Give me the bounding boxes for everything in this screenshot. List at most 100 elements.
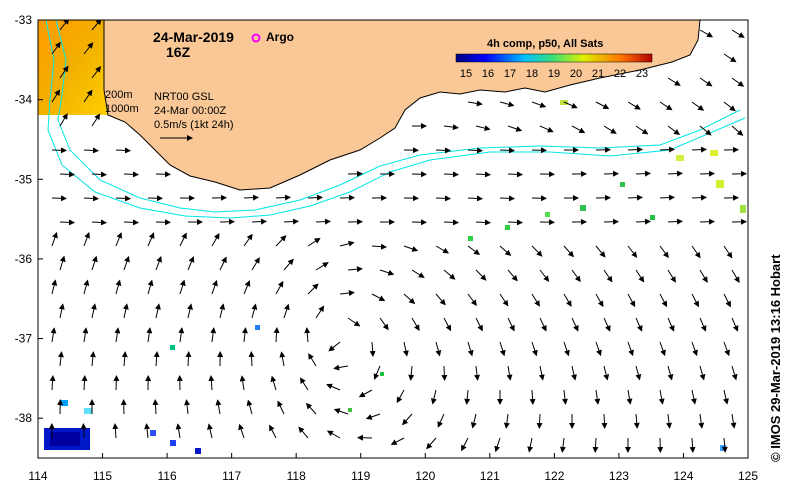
current-vector [179,232,187,247]
current-vector [571,125,586,134]
current-vector [273,327,280,343]
colorbar [455,53,653,63]
current-vector [59,20,70,31]
current-vector [603,317,611,332]
current-vector [402,413,413,426]
current-vector [691,194,707,201]
current-vector [699,77,713,87]
current-vector [723,341,730,357]
current-vector [538,365,545,381]
x-tick-label: 121 [480,469,500,483]
current-vector [635,365,642,381]
current-vector [723,245,733,259]
current-vector [59,171,75,178]
current-vector [595,101,610,109]
current-vector [115,279,122,295]
current-vector [279,351,286,367]
current-vector [365,413,381,420]
current-vector [571,365,577,381]
y-tick-label: -34 [15,93,33,107]
current-vector [246,399,253,415]
current-vector [571,269,581,283]
current-vector [243,233,253,247]
current-vector [51,41,61,55]
current-vector [402,341,409,357]
current-vector [475,269,487,281]
current-vector [283,218,299,225]
current-vector [561,389,568,405]
current-vector [467,341,474,357]
current-vector [122,303,129,319]
current-vector [115,147,131,154]
current-vector [147,232,155,247]
current-vector [563,101,578,109]
current-vector [239,375,246,391]
colorbar-title: 4h comp, p50, All Sats [487,38,603,50]
x-tick-label: 120 [415,469,435,483]
current-vector [89,351,96,367]
current-vector [179,279,186,295]
current-vector [659,341,666,357]
current-vector [529,389,536,405]
colorbar-tick-label: 16 [482,68,494,80]
current-vector [308,353,317,367]
current-vector [121,351,128,367]
current-vector [208,375,215,391]
current-vector [603,365,610,381]
current-vector [115,195,131,202]
current-vector [283,303,290,319]
current-vector [80,423,87,439]
current-vector [536,413,543,429]
current-vector [51,89,61,103]
current-vector [275,280,284,295]
current-vector [210,327,217,343]
x-tick-label: 123 [609,469,629,483]
current-vector [627,194,643,201]
current-vector [328,341,341,352]
current-vector [499,341,506,357]
current-vector [603,125,617,134]
current-vector [379,269,395,276]
current-vector [154,303,161,319]
current-vector [396,389,405,404]
current-vector [539,125,554,133]
current-vector [333,408,349,415]
current-vector [563,293,572,307]
time-label: 16Z [166,44,191,60]
current-vector [699,317,707,332]
current-vector [659,101,673,111]
current-vector [435,147,451,154]
current-vector [475,219,491,226]
current-vector [270,375,277,391]
current-vector [275,194,291,201]
current-vector [123,255,130,271]
current-vector [51,195,67,202]
current-vector [305,402,317,415]
current-vector [723,389,729,405]
current-vector [691,245,701,259]
current-vector [667,365,674,381]
current-vector [315,262,329,271]
current-vector [369,341,376,357]
current-vector [595,245,606,258]
current-vector [658,389,665,405]
current-vector [283,258,294,271]
current-vector [51,231,58,247]
current-vector [507,317,515,332]
current-vector [112,423,119,439]
current-vector [437,413,445,428]
current-vector [659,194,675,201]
current-vector [326,430,341,439]
current-vector [594,389,601,405]
current-vector [659,146,675,153]
current-vector [90,303,97,319]
current-vector [187,256,195,271]
current-vector [91,219,107,226]
current-vector [699,269,708,283]
current-vector [207,423,213,439]
current-vector [403,245,419,252]
current-vector [531,341,538,357]
plot-frame [37,19,749,459]
current-vector [475,125,491,132]
